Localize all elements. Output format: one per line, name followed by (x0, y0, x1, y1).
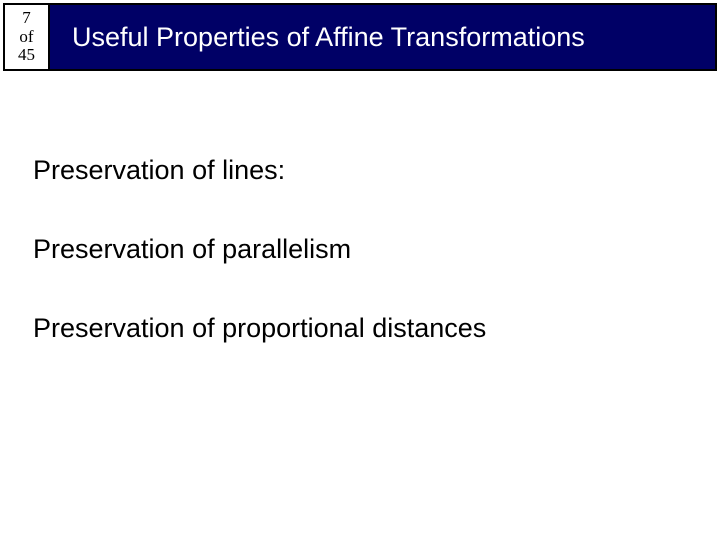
body-line-3: Preservation of proportional distances (33, 313, 687, 344)
page-number-box: 7 of 45 (3, 3, 50, 71)
page-total: 45 (18, 46, 35, 65)
page-of-label: of (19, 28, 33, 47)
page-current: 7 (22, 9, 31, 28)
slide-title: Useful Properties of Affine Transformati… (72, 22, 585, 53)
slide-header: 7 of 45 Useful Properties of Affine Tran… (3, 3, 717, 71)
slide-body: Preservation of lines: Preservation of p… (33, 155, 687, 392)
title-box: Useful Properties of Affine Transformati… (50, 3, 717, 71)
body-line-1: Preservation of lines: (33, 155, 687, 186)
slide: 7 of 45 Useful Properties of Affine Tran… (0, 0, 720, 540)
body-line-2: Preservation of parallelism (33, 234, 687, 265)
